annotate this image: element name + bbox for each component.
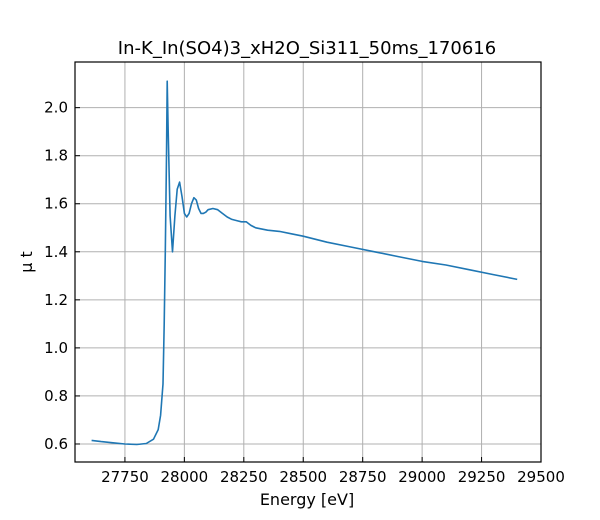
x-tick-label: 28250 xyxy=(220,468,268,486)
y-tick-label: 1.4 xyxy=(44,243,68,261)
x-tick-label: 29250 xyxy=(458,468,506,486)
y-axis: 0.6 0.8 1.0 1.2 1.4 1.6 1.8 2.0 xyxy=(44,99,80,453)
y-axis-label: μ t xyxy=(17,251,36,273)
x-tick-label: 27750 xyxy=(101,468,149,486)
y-tick-label: 1.0 xyxy=(44,339,68,357)
x-tick-label: 28500 xyxy=(279,468,327,486)
y-tick-label: 1.6 xyxy=(44,195,68,213)
x-axis-label: Energy [eV] xyxy=(260,490,354,509)
grid xyxy=(75,62,541,462)
chart-title: In-K_In(SO4)3_xH2O_Si311_50ms_170616 xyxy=(118,38,496,59)
y-tick-label: 0.6 xyxy=(44,435,68,453)
x-axis: 27750 28000 28250 28500 28750 29000 29250 29500 xyxy=(101,457,565,486)
series-line xyxy=(91,80,518,446)
x-tick-label: 28000 xyxy=(161,468,209,486)
x-tick-label: 28750 xyxy=(339,468,387,486)
y-tick-label: 1.2 xyxy=(44,291,68,309)
y-tick-label: 1.8 xyxy=(44,147,68,165)
y-tick-label: 0.8 xyxy=(44,387,68,405)
series-group xyxy=(91,80,518,446)
x-tick-label: 29000 xyxy=(398,468,446,486)
plot-frame xyxy=(74,61,542,463)
x-tick-label: 29500 xyxy=(517,468,565,486)
y-tick-label: 2.0 xyxy=(44,99,68,117)
